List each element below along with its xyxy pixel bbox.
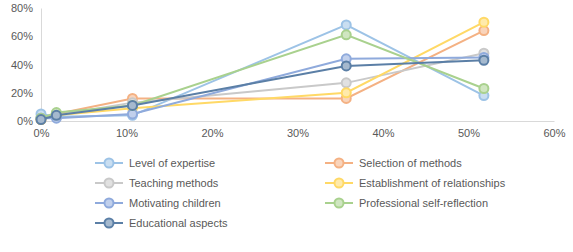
tick: 10% [116, 121, 138, 139]
tick-label: 50% [458, 127, 480, 139]
legend-item: Professional self-reflection [325, 197, 488, 209]
x-axis: 0% 10% 20% 30% 40% 50% 60% [34, 121, 566, 139]
tick-label: 60% [543, 127, 565, 139]
tick: 50% [458, 121, 480, 139]
legend-label: Educational aspects [129, 217, 228, 229]
legend-marker [105, 199, 114, 208]
tick: 40% [11, 59, 41, 71]
legend-marker [105, 219, 114, 228]
tick: 30% [287, 121, 309, 139]
marker [342, 20, 351, 29]
tick-label: 60% [11, 30, 33, 42]
marker [52, 111, 61, 120]
tick-label: 20% [11, 87, 33, 99]
y-axis: 0% 20% 40% 60% 80% [11, 2, 42, 127]
tick-label: 20% [201, 127, 223, 139]
tick-label: 40% [11, 59, 33, 71]
tick: 20% [201, 121, 223, 139]
marker [479, 84, 488, 93]
marker [52, 111, 61, 120]
legend: Level of expertise Selection of methods Te… [95, 157, 506, 229]
legend-item: Establishment of relationships [325, 177, 506, 189]
tick: 60% [543, 121, 565, 139]
series-line [41, 22, 484, 119]
marker [479, 56, 488, 65]
marker [342, 78, 351, 87]
legend-item: Teaching methods [95, 177, 219, 189]
tick-label: 0% [34, 127, 50, 139]
series-line [41, 60, 484, 119]
legend-label: Motivating children [129, 197, 221, 209]
legend-label: Establishment of relationships [359, 177, 506, 189]
legend-marker [105, 179, 114, 188]
legend-label: Level of expertise [129, 157, 215, 169]
axis-line [41, 9, 42, 122]
series-line [41, 31, 484, 120]
marker [37, 115, 46, 124]
marker [479, 18, 488, 27]
tick: 20% [11, 87, 41, 99]
tick-label: 10% [116, 127, 138, 139]
marker [342, 88, 351, 97]
legend-marker [335, 179, 344, 188]
legend-item: Level of expertise [95, 157, 215, 169]
marker [37, 115, 46, 124]
marker [128, 101, 137, 110]
legend-label: Teaching methods [129, 177, 219, 189]
legend-marker [335, 159, 344, 168]
legend-label: Professional self-reflection [359, 197, 488, 209]
marker [128, 101, 137, 110]
marker [52, 111, 61, 120]
legend-item: Selection of methods [325, 157, 462, 169]
legend-label: Selection of methods [359, 157, 462, 169]
marker [342, 61, 351, 70]
plot-area [37, 18, 489, 124]
tick-label: 30% [287, 127, 309, 139]
tick: 60% [11, 30, 41, 42]
tick-label: 80% [11, 2, 33, 14]
marker [342, 30, 351, 39]
legend-item: Motivating children [95, 197, 221, 209]
tick: 40% [372, 121, 394, 139]
series-line [41, 35, 484, 118]
tick: 80% [11, 2, 41, 14]
legend-marker [335, 199, 344, 208]
chart: 0% 10% 20% 30% 40% 50% 60% 0% 20% 40% 60% 80% Level … [0, 0, 573, 252]
tick-label: 40% [372, 127, 394, 139]
tick-label: 0% [17, 115, 33, 127]
legend-item: Educational aspects [95, 217, 228, 229]
marker [37, 115, 46, 124]
axis-line [42, 121, 555, 122]
legend-marker [105, 159, 114, 168]
